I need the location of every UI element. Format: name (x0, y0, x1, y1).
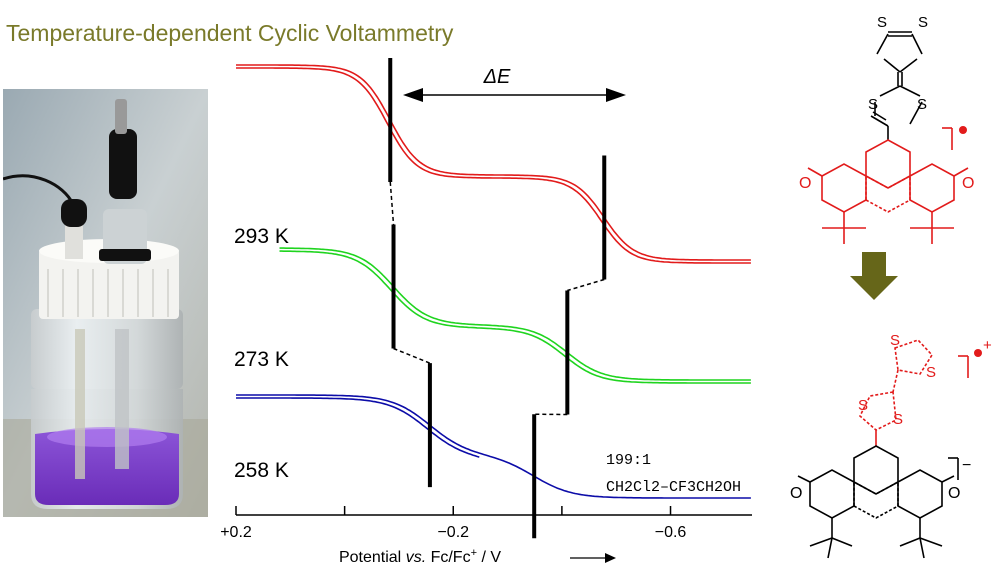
cv-plot: +0.2 −0.2 −0.6 Potential vs. Fc/Fc+ / V 29… (220, 58, 752, 566)
dashed-connector (389, 181, 395, 225)
atom-label: S (926, 364, 936, 381)
dashed-connector (567, 278, 605, 292)
top-molecule-structure: S S S S O O (799, 14, 974, 244)
x-axis-label: Potential vs. Fc/Fc+ / V (339, 547, 501, 566)
cv-curve-293-K (236, 64, 751, 261)
atom-label: S (893, 411, 903, 428)
cv-curve-258-K (236, 394, 751, 499)
x-tick-label: −0.6 (655, 524, 687, 541)
figure-title: Temperature-dependent Cyclic Voltammetry (6, 20, 454, 46)
cv-curve-258-K (236, 397, 480, 458)
cation-charge: + (983, 337, 992, 354)
x-tick-label: +0.2 (220, 524, 252, 541)
radical-dot-icon (974, 349, 982, 357)
x-tick-label: −0.2 (437, 524, 469, 541)
cv-curve-273-K (279, 250, 751, 384)
atom-label: S (890, 332, 900, 349)
atom-label: O (962, 175, 974, 192)
solvent-ratio: 199:1 (606, 452, 651, 469)
atom-label: S (858, 397, 868, 414)
cv-curve-273-K (279, 247, 751, 381)
solvent-formula: CH2Cl2–CF3CH2OH (606, 479, 741, 496)
x-axis-arrow (570, 553, 616, 563)
anion-charge: − (962, 457, 971, 474)
atom-label: S (868, 96, 878, 113)
delta-e-arrow (403, 88, 626, 102)
atom-label: O (948, 485, 960, 502)
atom-label: S (917, 96, 927, 113)
delta-e-label: ΔE (483, 66, 511, 88)
series-label-258: 258 K (234, 459, 289, 482)
series-label-293: 293 K (234, 225, 289, 248)
atom-label: S (877, 14, 887, 31)
electrochemical-cell-photo (3, 89, 208, 517)
atom-label: O (799, 175, 811, 192)
bottom-molecule-structure: S S S S + O O − (790, 332, 992, 559)
atom-label: S (918, 14, 928, 31)
transformation-arrow-icon (850, 252, 898, 300)
dashed-connector (393, 347, 431, 364)
cv-curve-293-K (236, 67, 751, 264)
series-label-273: 273 K (234, 348, 289, 371)
atom-label: O (790, 485, 802, 502)
radical-dot-icon (959, 126, 967, 134)
